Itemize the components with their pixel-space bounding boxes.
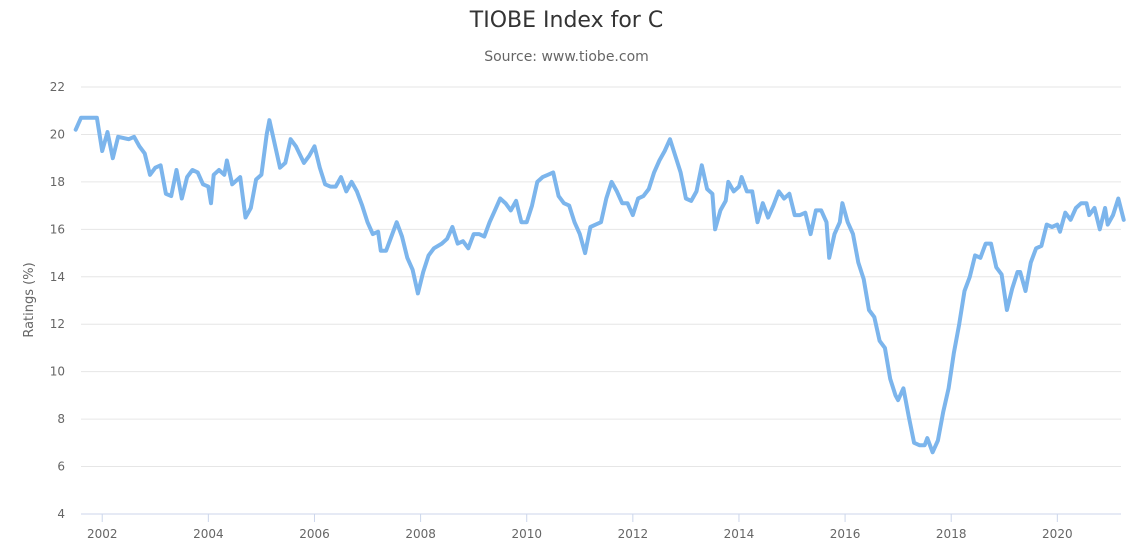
y-tick-label: 18 [50, 175, 65, 189]
y-tick-label: 16 [50, 222, 65, 236]
y-tick-label: 4 [57, 507, 65, 521]
x-tick-label: 2008 [405, 527, 436, 541]
x-tick-label: 2014 [724, 527, 755, 541]
x-tick-label: 2010 [511, 527, 542, 541]
series-layer [73, 115, 1126, 455]
y-tick-label: 20 [50, 127, 65, 141]
x-tick-label: 2002 [87, 527, 118, 541]
series-line[interactable] [73, 115, 1126, 455]
x-tick-label: 2006 [299, 527, 330, 541]
x-tick-label: 2020 [1042, 527, 1073, 541]
chart-subtitle: Source: www.tiobe.com [484, 49, 649, 65]
y-tick-label: 14 [50, 270, 65, 284]
y-tick-label: 12 [50, 317, 65, 331]
x-tick-label: 2012 [618, 527, 649, 541]
x-axis: 2002 2004 2006 2008 2010 2012 2014 2016 2018 2020 [81, 513, 1121, 541]
x-tick-label: 2018 [936, 527, 967, 541]
chart-title: TIOBE Index for C [469, 8, 664, 33]
x-tick-label: 2004 [193, 527, 224, 541]
y-tick-label: 10 [50, 365, 65, 379]
x-tick-label: 2016 [830, 527, 861, 541]
y-tick-label: 22 [50, 80, 65, 94]
y-tick-label: 6 [57, 460, 65, 474]
y-axis: 4 6 8 10 12 14 16 18 20 22 [50, 80, 65, 521]
y-axis-title: Ratings (%) [22, 262, 37, 337]
y-tick-label: 8 [57, 412, 65, 426]
